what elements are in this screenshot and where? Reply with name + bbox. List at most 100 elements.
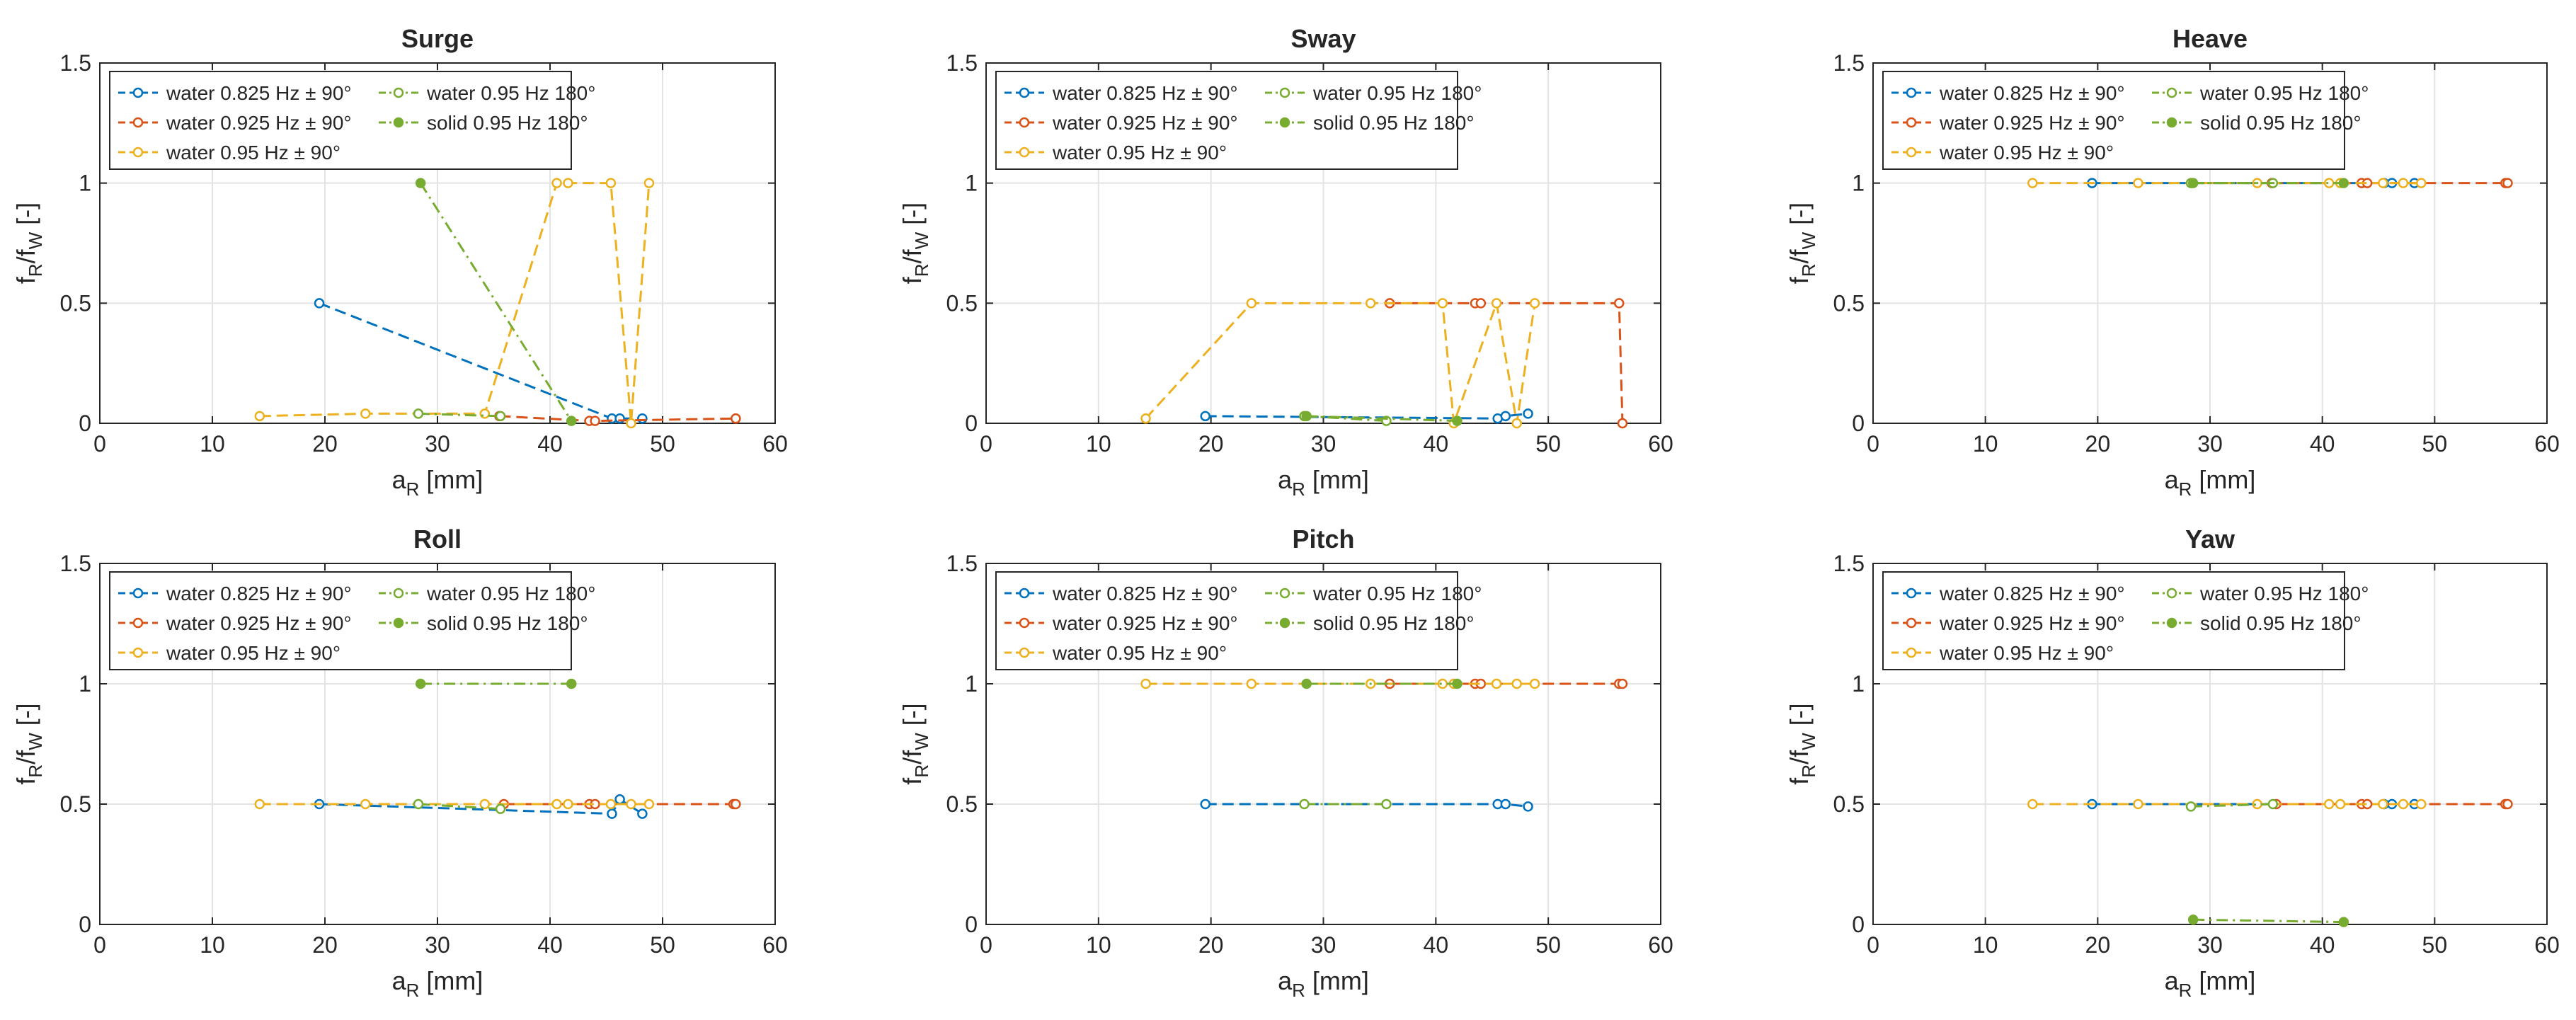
legend-label: water 0.95 Hz ± 90° <box>1052 142 1227 164</box>
legend-swatch-marker <box>2166 588 2177 599</box>
legend-swatch-marker <box>1906 617 1917 629</box>
legend-swatch-marker <box>132 87 144 98</box>
legend-swatch-marker <box>393 117 404 128</box>
legend-label: water 0.95 Hz 180° <box>1312 82 1482 104</box>
legend-swatch-marker <box>132 588 144 599</box>
data-point <box>2133 178 2143 188</box>
y-axis-label: fR/fW [-] <box>11 703 46 784</box>
chart-title: Sway <box>1290 24 1356 53</box>
x-tick-label: 0 <box>1867 932 1879 958</box>
x-tick-label: 40 <box>537 431 563 457</box>
legend-box <box>995 571 1458 670</box>
data-point <box>643 178 655 188</box>
data-point <box>563 798 573 810</box>
data-point <box>1301 411 1312 422</box>
data-point <box>1500 411 1511 422</box>
legend-label: solid 0.95 Hz 180° <box>427 612 588 634</box>
series-line <box>419 182 573 422</box>
x-axis-label: aR [mm] <box>392 966 483 1001</box>
x-tick-label: 0 <box>93 431 106 457</box>
series-line <box>1306 415 1458 423</box>
x-tick-label: 0 <box>980 932 992 958</box>
y-axis-label: fR/fW [-] <box>11 202 46 284</box>
x-tick-label: 30 <box>1311 932 1336 958</box>
legend-label: solid 0.95 Hz 180° <box>2200 612 2362 634</box>
y-tick-label: 1.5 <box>946 551 978 576</box>
legend-label: solid 0.95 Hz 180° <box>427 112 588 134</box>
legend-label: water 0.925 Hz ± 90° <box>166 112 352 134</box>
data-point <box>413 408 424 419</box>
x-tick-label: 30 <box>425 431 450 457</box>
data-point <box>2323 798 2335 810</box>
x-tick-label: 10 <box>1973 932 1998 958</box>
x-tick-label: 0 <box>980 431 992 457</box>
data-point <box>2187 914 2199 925</box>
legend-item: water 0.95 Hz ± 90° <box>1891 642 2114 664</box>
data-point <box>607 808 617 819</box>
legend-label: water 0.95 Hz ± 90° <box>166 642 340 664</box>
legend: water 0.825 Hz ± 90° water 0.925 Hz ± 90°… <box>1882 571 2369 670</box>
y-tick-label: 0 <box>965 912 978 937</box>
data-point <box>1617 418 1628 429</box>
legend-box <box>1882 571 2345 670</box>
x-tick-label: 40 <box>1424 932 1449 958</box>
data-point <box>626 798 636 810</box>
chart-title: Pitch <box>1292 525 1354 554</box>
data-point <box>605 798 617 810</box>
data-point <box>2027 798 2038 810</box>
data-point <box>566 416 577 426</box>
data-point <box>563 178 573 188</box>
legend-item: water 0.95 Hz 180° <box>2152 583 2369 604</box>
y-tick-label: 0 <box>79 411 91 436</box>
data-point <box>1246 298 1257 309</box>
legend-label: water 0.95 Hz 180° <box>2199 583 2369 604</box>
legend-swatch-marker <box>1906 87 1917 98</box>
legend-label: water 0.95 Hz ± 90° <box>1052 642 1227 664</box>
legend-item: water 0.925 Hz ± 90° <box>1891 612 2125 634</box>
data-point <box>495 803 506 815</box>
data-point <box>1529 678 1540 689</box>
x-tick-label: 40 <box>537 932 563 958</box>
legend-swatch-marker <box>1019 617 1030 629</box>
x-tick-label: 30 <box>2197 932 2223 958</box>
chart-title: Roll <box>413 525 462 554</box>
series-water-0-95-hz-180 <box>413 408 506 422</box>
legend-swatch-marker <box>1906 647 1917 658</box>
legend-label: water 0.95 Hz 180° <box>426 82 595 104</box>
legend-label: water 0.925 Hz ± 90° <box>1052 612 1238 634</box>
legend-item: water 0.95 Hz 180° <box>379 583 595 604</box>
legend-swatch-marker <box>1279 117 1290 128</box>
y-tick-label: 0 <box>965 411 978 436</box>
series-water-0-95-hz-90 <box>2027 798 2427 810</box>
x-tick-label: 30 <box>425 932 450 958</box>
data-point <box>626 418 636 429</box>
legend-swatch-marker <box>1019 117 1030 128</box>
data-point <box>1365 298 1376 309</box>
x-tick-label: 10 <box>1086 431 1111 457</box>
series-water-0-95-hz-90 <box>254 178 655 429</box>
legend-item: water 0.825 Hz ± 90° <box>1004 82 1238 104</box>
x-tick-label: 60 <box>1648 431 1673 457</box>
legend-box <box>109 571 572 670</box>
series-water-0-95-hz-180 <box>413 798 506 815</box>
x-tick-label: 10 <box>200 932 225 958</box>
legend-swatch-marker <box>132 647 144 658</box>
panel-heave: 0 10 20 30 40 50 60 0 0.5 1 1.5 Heave aR [mm] fR/fW [… <box>1785 24 2560 500</box>
legend-swatch-marker <box>393 87 404 98</box>
legend-item: solid 0.95 Hz 180° <box>379 612 588 634</box>
y-tick-label: 1.5 <box>60 50 91 76</box>
legend-swatch-marker <box>1906 588 1917 599</box>
data-point <box>1381 798 1392 810</box>
data-point <box>1511 418 1522 429</box>
legend: water 0.825 Hz ± 90° water 0.925 Hz ± 90°… <box>109 71 595 170</box>
x-axis-label: aR [mm] <box>392 465 483 500</box>
y-tick-label: 0.5 <box>1833 791 1865 817</box>
legend-label: water 0.825 Hz ± 90° <box>1052 583 1238 604</box>
legend-label: water 0.95 Hz ± 90° <box>1939 142 2114 164</box>
data-point <box>360 798 371 810</box>
legend-swatch-marker <box>2166 617 2177 629</box>
data-point <box>1200 411 1210 422</box>
panel-yaw: 0 10 20 30 40 50 60 0 0.5 1 1.5 Yaw aR [mm] fR/fW [-]… <box>1785 525 2560 1001</box>
x-tick-label: 50 <box>1535 431 1561 457</box>
data-point <box>1523 408 1533 419</box>
